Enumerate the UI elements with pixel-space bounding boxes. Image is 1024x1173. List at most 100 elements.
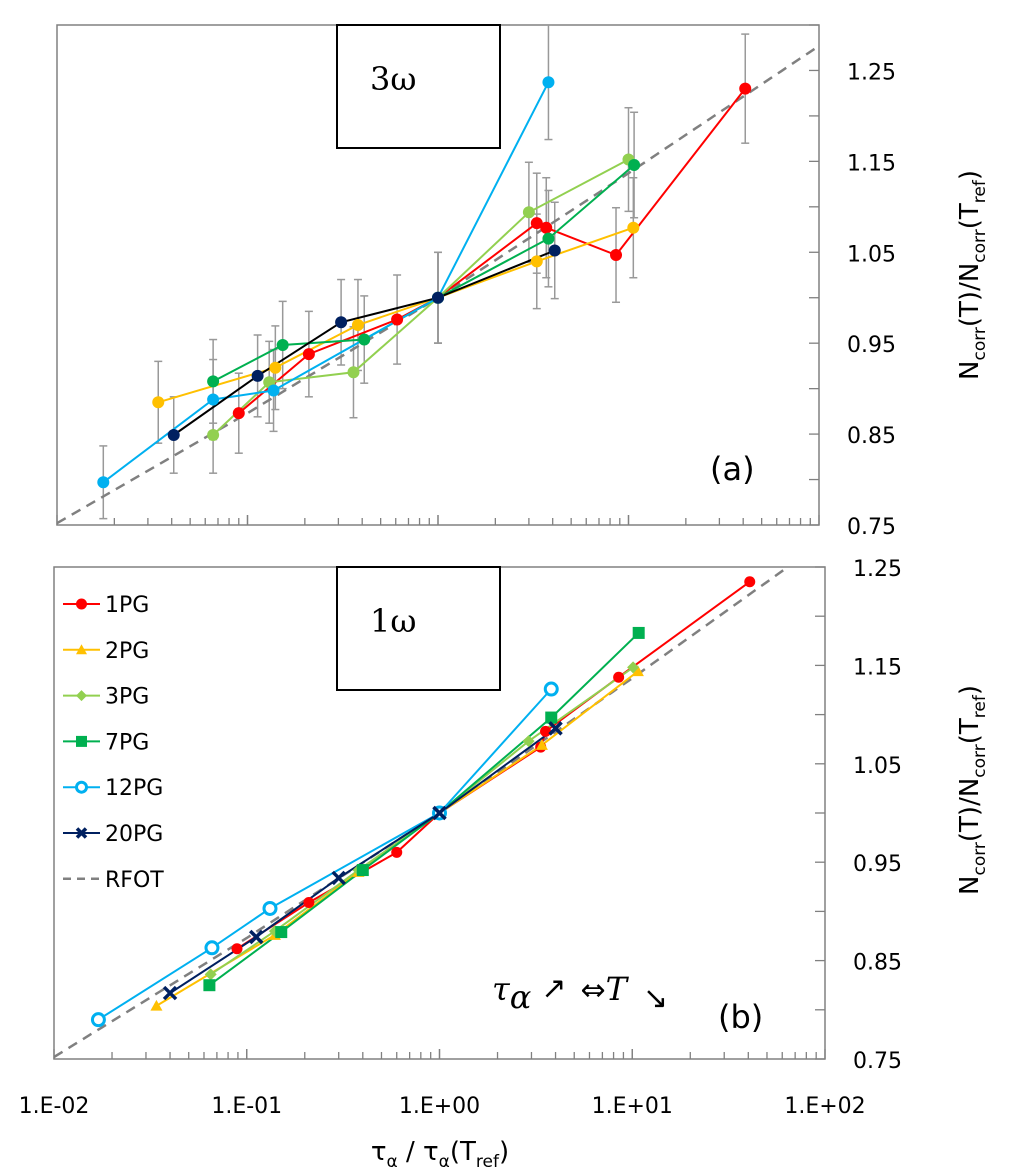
- data-point-20pg: [251, 369, 264, 382]
- data-point-20pg: [432, 805, 447, 821]
- data-point-2pg: [631, 665, 644, 677]
- data-point-12pg: [543, 681, 559, 697]
- y-tick-label: 1.15: [853, 655, 902, 680]
- y-axis-title-b: Ncorr(T)/Ncorr(Tref): [955, 685, 990, 895]
- data-point-2pg: [530, 255, 543, 268]
- data-point-1pg: [302, 348, 315, 361]
- data-point-3pg: [522, 206, 535, 219]
- legend: 1PG 2PG 3PG 7PG 12PG 20PG RFOT: [63, 593, 164, 893]
- y-ticks-b: [815, 566, 825, 1060]
- data-point-1pg: [540, 725, 552, 737]
- panel-b: 1ω 1PG 2PG 3PG 7PG 12PG 20PG RFOT τα ↗ ⇔T ↘ (b) 0…: [19, 557, 990, 1172]
- data-point-1pg: [739, 82, 752, 95]
- legend-item-1pg: 1PG: [63, 593, 149, 618]
- x-ticks-b: [53, 1049, 826, 1059]
- data-point-20pg: [335, 316, 348, 329]
- legend-item-12pg: 12PG: [63, 776, 163, 801]
- data-point-20pg: [432, 291, 444, 304]
- data-point-3pg: [347, 366, 360, 379]
- legend-marker-open-circle: [75, 780, 88, 794]
- freq-box-b: [336, 566, 501, 691]
- y-tick-label: 0.85: [847, 424, 896, 449]
- y-axis-title-a: Ncorr(T)/Ncorr(Tref): [955, 170, 990, 380]
- data-point-2pg: [535, 739, 548, 750]
- legend-item-7pg: 7PG: [63, 730, 149, 755]
- data-point-2pg: [351, 319, 364, 331]
- x-marker-stroke: [331, 870, 346, 886]
- data-point-7pg: [207, 375, 220, 388]
- legend-label: 12PG: [105, 776, 163, 801]
- annotation-tau-temperature: τα ↗ ⇔T ↘: [492, 970, 668, 1016]
- panel-label-a: (a): [710, 450, 755, 488]
- y-ticks-a: [809, 24, 819, 526]
- legend-item-rfot: RFOT: [63, 868, 164, 893]
- x-marker-stroke: [248, 929, 264, 945]
- legend-marker-square: [76, 735, 87, 747]
- freq-label-b: 1ω: [370, 602, 416, 640]
- legend-item-2pg: 2PG: [63, 639, 149, 664]
- legend-item-3pg: 3PG: [63, 685, 149, 710]
- legend-marker-circle: [76, 598, 87, 610]
- data-point-3pg: [627, 661, 640, 674]
- data-point-2pg: [269, 361, 282, 374]
- y-tick-label: 0.75: [847, 515, 896, 540]
- x-marker-stroke: [162, 985, 178, 1001]
- x-tick-label: 1.E+00: [399, 1094, 480, 1119]
- data-point-7pg: [356, 864, 369, 877]
- data-point-1pg: [530, 217, 543, 230]
- series-line-1pg: [238, 87, 746, 414]
- panel-label-b: (b): [718, 998, 763, 1036]
- y-tick-label: 1.05: [853, 754, 902, 779]
- y-tick-label: 1.05: [847, 242, 896, 267]
- data-point-1pg: [744, 576, 756, 588]
- series-line-3pg: [212, 158, 629, 436]
- data-point-20pg: [248, 929, 264, 945]
- y-tick-label: 0.95: [853, 852, 902, 877]
- data-point-20pg: [162, 985, 178, 1001]
- data-point-12pg: [90, 1012, 106, 1028]
- x-ticks-a: [56, 515, 820, 525]
- data-point-1pg: [391, 313, 404, 326]
- x-tick-label: 1.E-02: [19, 1094, 90, 1119]
- legend-label: RFOT: [105, 868, 164, 893]
- data-point-2pg: [627, 221, 640, 234]
- legend-marker-x: [75, 827, 88, 839]
- legend-item-20pg: 20PG: [63, 822, 163, 847]
- series-line-7pg: [208, 632, 640, 987]
- series-a: [57, 25, 819, 525]
- data-point-2pg: [152, 396, 165, 409]
- legend-label: 2PG: [105, 639, 149, 664]
- y-tick-label: 0.95: [847, 333, 896, 358]
- data-point-7pg: [275, 926, 288, 939]
- x-tick-label: 1.E+02: [784, 1094, 865, 1119]
- series-line-7pg: [212, 164, 635, 383]
- data-point-1pg: [303, 897, 315, 909]
- legend-label: 7PG: [105, 730, 149, 755]
- data-point-1pg: [391, 846, 403, 858]
- data-point-1pg: [613, 671, 625, 683]
- series-line-20pg: [169, 727, 557, 994]
- data-point-7pg: [628, 159, 641, 171]
- y-tick-label: 0.75: [853, 1049, 902, 1074]
- legend-marker-triangle: [76, 644, 87, 655]
- data-point-3pg: [522, 735, 535, 748]
- series-line-12pg: [97, 688, 553, 1021]
- data-point-1pg: [231, 943, 243, 955]
- data-point-12pg: [267, 384, 280, 397]
- data-point-20pg: [548, 721, 563, 736]
- x-axis-title: τα / τα(Tref): [371, 1137, 509, 1172]
- legend-label: 20PG: [105, 822, 163, 847]
- data-point-12pg: [207, 393, 220, 406]
- y-tick-label: 1.25: [847, 60, 896, 85]
- data-point-20pg: [331, 870, 346, 886]
- data-point-20pg: [167, 429, 180, 441]
- y-tick-labels-b: 0.75 0.85 0.95 1.05 1.15 1.25: [853, 557, 902, 1074]
- data-point-3pg: [207, 429, 220, 441]
- data-point-1pg: [540, 221, 553, 234]
- data-point-12pg: [262, 900, 278, 916]
- data-point-7pg: [542, 232, 555, 245]
- data-point-7pg: [632, 626, 645, 639]
- x-tick-label: 1.E-01: [211, 1094, 282, 1119]
- x-tick-label: 1.E+01: [592, 1094, 673, 1119]
